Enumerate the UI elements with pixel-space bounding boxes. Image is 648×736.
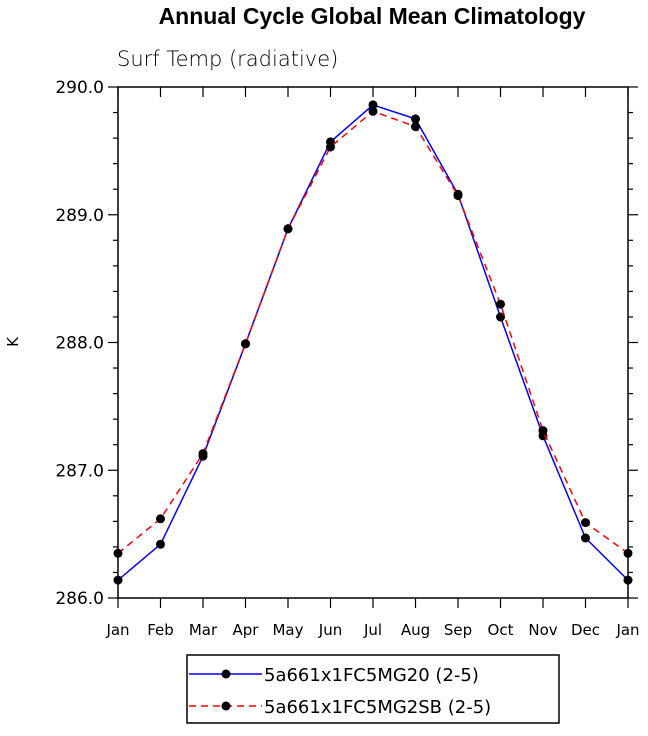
chart-subtitle: Surf Temp (radiative): [117, 47, 338, 71]
x-tick-label: Feb: [147, 621, 174, 639]
legend: 5a661x1FC5MG20 (2-5) 5a661x1FC5MG2SB (2-…: [186, 654, 560, 724]
data-point: [156, 539, 165, 549]
x-tick-label: Oct: [488, 621, 514, 639]
x-tick-label: Nov: [528, 621, 557, 639]
x-tick-label: Sep: [444, 621, 472, 639]
data-point: [411, 122, 420, 132]
x-tick-label: Aug: [401, 621, 430, 639]
x-tick-label: Mar: [189, 621, 218, 639]
data-point: [581, 533, 590, 543]
chart-title: Annual Cycle Global Mean Climatology: [159, 3, 586, 29]
data-point: [198, 449, 208, 459]
x-tick-label: Jan: [615, 621, 639, 639]
series-line: [117, 104, 629, 581]
y-tick-label: 290.0: [55, 78, 104, 98]
x-tick-label: Jun: [318, 621, 342, 639]
data-point: [283, 224, 293, 234]
series-layer: [113, 100, 633, 585]
x-tick-label: Apr: [233, 621, 260, 639]
data-point: [581, 518, 590, 528]
data-point: [113, 575, 123, 585]
y-tick-label: 287.0: [55, 461, 104, 481]
x-tick-label: Jan: [105, 621, 129, 639]
legend-box: [186, 654, 560, 724]
y-tick-label: 288.0: [55, 334, 104, 354]
y-axis-title: K: [4, 336, 22, 347]
data-point: [496, 299, 505, 309]
x-tick-label: Dec: [571, 621, 600, 639]
plot-frame: [117, 86, 629, 599]
legend-marker-series-2: [221, 701, 231, 711]
y-tick-label: 289.0: [55, 206, 104, 226]
data-point: [113, 548, 123, 558]
legend-label-series-1: 5a661x1FC5MG20 (2-5): [264, 665, 479, 686]
data-point: [496, 312, 505, 322]
series-1: [113, 100, 633, 585]
x-tick-label: May: [272, 621, 303, 639]
data-point: [368, 106, 378, 116]
axis-ticks: [108, 86, 638, 608]
data-point: [538, 426, 548, 436]
series-2: [113, 106, 633, 558]
x-tick-label: Jul: [363, 621, 382, 639]
legend-label-series-2: 5a661x1FC5MG2SB (2-5): [264, 697, 491, 718]
data-point: [411, 114, 420, 124]
x-tick-labels: Jan Feb Mar Apr May Jun Jul Aug Sep Oct Nov Dec Jan: [105, 621, 639, 639]
data-point: [623, 548, 633, 558]
data-point: [453, 191, 463, 201]
y-tick-label: 286.0: [55, 589, 104, 609]
data-point: [241, 339, 250, 349]
data-point: [326, 142, 335, 152]
series-line: [117, 110, 629, 554]
legend-marker-series-1: [221, 669, 231, 679]
data-point: [623, 575, 633, 585]
y-tick-labels: 286.0 287.0 288.0 289.0 290.0: [55, 78, 104, 609]
data-point: [368, 100, 378, 110]
data-point: [156, 514, 165, 524]
